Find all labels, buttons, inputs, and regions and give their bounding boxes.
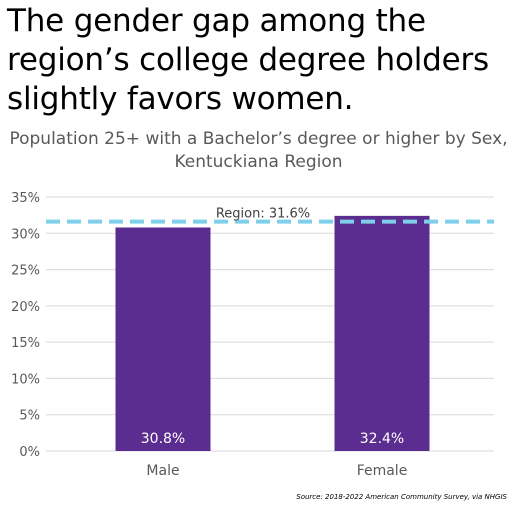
y-tick-label: 5% bbox=[19, 409, 40, 424]
y-tick-label: 25% bbox=[11, 264, 40, 279]
x-category-label: Male bbox=[146, 463, 179, 479]
y-tick-label: 15% bbox=[11, 336, 40, 351]
bar-male bbox=[115, 227, 211, 451]
y-tick-label: 20% bbox=[11, 300, 40, 315]
y-axis: 0% 5% 10% 15% 20% 25% 30% 35% bbox=[11, 191, 40, 460]
y-tick-label: 35% bbox=[11, 191, 40, 206]
data-label: 30.8% bbox=[141, 431, 185, 447]
bar-female bbox=[334, 215, 430, 451]
reference-line-label: Region: 31.6% bbox=[216, 207, 310, 222]
data-label: 32.4% bbox=[360, 431, 404, 447]
bar-chart: 0% 5% 10% 15% 20% 25% 30% 35% Region: 31.6% 30.… bbox=[11, 191, 494, 479]
y-tick-label: 0% bbox=[19, 445, 40, 460]
y-tick-label: 10% bbox=[11, 372, 40, 387]
x-category-label: Female bbox=[357, 463, 408, 479]
chart-title: Population 25+ with a Bachelor’s degree … bbox=[9, 129, 508, 172]
reference-line-group: Region: 31.6% bbox=[46, 207, 494, 224]
headline: The gender gap among the region’s colleg… bbox=[7, 3, 489, 117]
y-tick-label: 30% bbox=[11, 227, 40, 242]
source-note: Source: 2018-2022 American Community Sur… bbox=[296, 493, 507, 501]
bars bbox=[115, 215, 430, 451]
labels: 30.8% Male 32.4% Female bbox=[141, 431, 408, 479]
